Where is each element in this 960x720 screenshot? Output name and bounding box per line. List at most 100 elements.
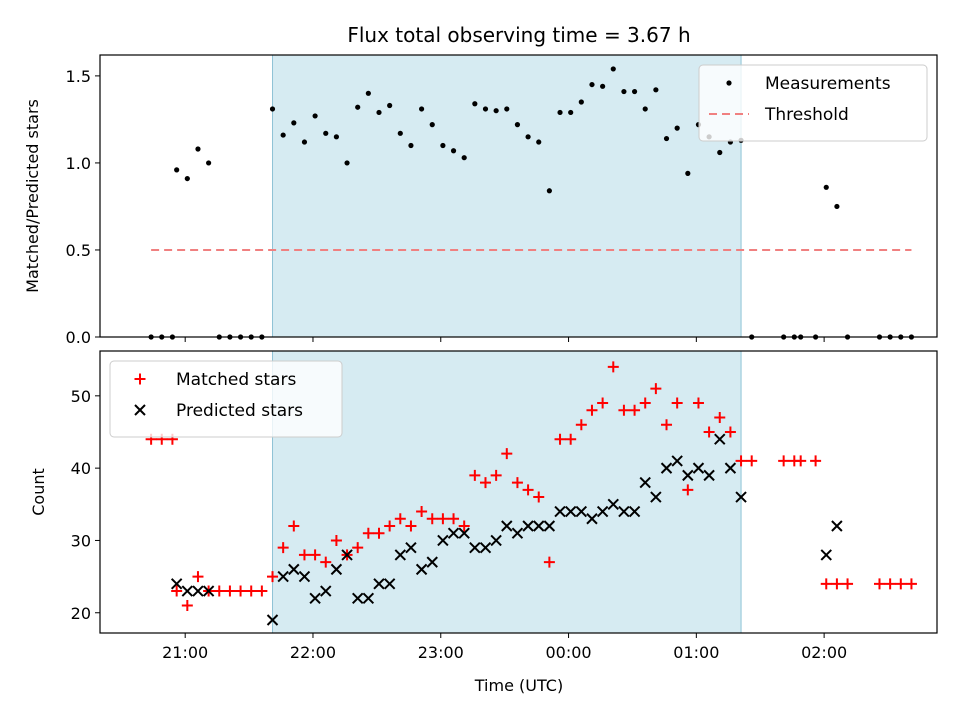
matched-star-marker	[384, 520, 396, 532]
measurement-point	[642, 106, 648, 112]
x-axis-label: Time (UTC)	[474, 676, 563, 695]
measurement-point	[429, 122, 435, 128]
series-measurements	[148, 66, 915, 340]
matched-star-marker	[501, 448, 513, 460]
measurement-point	[610, 66, 616, 72]
predicted-star-marker	[628, 505, 641, 518]
matched-star-marker	[224, 585, 236, 597]
x-tick-label: 21:00	[162, 643, 208, 662]
predicted-star-marker	[607, 498, 619, 510]
matched-star-marker	[607, 361, 619, 373]
chart-title: Flux total observing time = 3.67 h	[347, 23, 690, 47]
predicted-star-marker	[415, 563, 428, 576]
matched-star-marker	[724, 426, 736, 438]
y-tick-label: 50	[71, 387, 91, 406]
predicted-star-marker	[192, 585, 204, 597]
series-predicted-stars	[170, 433, 843, 626]
matched-star-marker	[565, 433, 577, 445]
predicted-star-marker	[383, 578, 396, 590]
measurement-point	[685, 170, 691, 176]
measurement-point	[557, 109, 563, 116]
measurement-point	[834, 203, 840, 210]
measurement-point	[387, 102, 393, 109]
matched-star-marker	[362, 527, 374, 539]
measurement-point	[291, 120, 297, 126]
x-tick-label: 22:00	[290, 643, 336, 662]
predicted-star-marker	[373, 578, 385, 590]
measurement-point	[482, 106, 489, 112]
measurement-point	[674, 125, 680, 131]
bottom-panel: 20 30 40 50 21:00 22:00 23:00 00:00 01:00 02:00 Ma…	[71, 350, 938, 662]
matched-star-marker	[884, 578, 896, 590]
matched-star-marker	[554, 433, 566, 445]
matched-star-marker	[714, 412, 726, 424]
y-tick-label: 0.0	[66, 328, 91, 347]
legend-measurement-swatch	[726, 80, 732, 86]
matched-star-marker	[778, 455, 790, 467]
matched-star-marker	[671, 397, 683, 409]
matched-star-marker	[490, 469, 502, 481]
matched-star-marker	[692, 397, 704, 409]
matched-star-marker	[629, 404, 641, 416]
predicted-star-marker	[437, 534, 449, 547]
matched-star-marker	[458, 520, 470, 532]
measurement-point	[450, 148, 457, 154]
measurement-point	[504, 106, 510, 112]
predicted-star-marker	[288, 563, 300, 576]
predicted-star-marker	[671, 455, 683, 467]
predicted-star-marker	[735, 491, 747, 503]
predicted-star-marker	[820, 549, 832, 561]
measurement-point	[397, 130, 403, 136]
measurement-point	[663, 135, 670, 142]
predicted-star-marker	[724, 462, 737, 474]
predicted-star-marker	[703, 469, 715, 482]
predicted-star-marker	[320, 585, 332, 597]
matched-star-marker	[267, 571, 279, 583]
matched-star-marker	[405, 520, 417, 532]
matched-star-marker	[416, 506, 428, 518]
predicted-star-marker	[639, 476, 651, 489]
legend-box	[698, 64, 928, 142]
matched-star-marker	[661, 419, 673, 431]
legend-predicted-swatch	[134, 404, 146, 416]
legend-box	[109, 360, 343, 438]
measurement-point	[717, 149, 723, 156]
measurement-point	[568, 109, 574, 116]
predicted-star-marker	[831, 520, 843, 532]
matched-star-marker	[277, 542, 289, 554]
measurement-point	[312, 113, 318, 119]
measurement-point	[440, 142, 446, 149]
predicted-star-marker	[181, 585, 194, 597]
matched-star-marker	[448, 513, 460, 525]
matched-star-marker	[682, 484, 694, 496]
predicted-star-marker	[277, 570, 289, 583]
measurement-point	[461, 155, 467, 161]
predicted-star-marker	[330, 563, 343, 576]
measurement-point	[631, 88, 638, 95]
bottom-y-axis-label: Count	[29, 468, 48, 516]
observing-window-shade	[272, 54, 742, 338]
predicted-star-marker	[650, 491, 662, 503]
series-matched-stars	[145, 361, 917, 612]
measurement-point	[206, 160, 212, 166]
top-panel: 0.0 0.5 1.0 1.5 Measurements Threshold	[66, 54, 938, 347]
matched-star-marker	[795, 455, 807, 467]
predicted-star-marker	[575, 505, 588, 518]
matched-star-marker	[543, 556, 555, 568]
predicted-star-marker	[447, 527, 460, 539]
legend-entry-label: Measurements	[765, 74, 891, 94]
measurement-point	[514, 122, 521, 128]
matched-star-marker	[639, 397, 651, 409]
measurement-point	[195, 146, 201, 152]
legend-entry-label: Matched stars	[176, 370, 296, 390]
measurement-point	[525, 134, 531, 140]
matched-star-marker	[511, 477, 523, 489]
predicted-star-marker	[586, 513, 598, 525]
x-tick-label: 00:00	[545, 643, 591, 662]
matched-star-marker	[810, 455, 822, 467]
measurement-point	[546, 188, 552, 194]
matched-star-marker	[394, 513, 406, 525]
legend: Matched stars Predicted stars	[109, 360, 343, 438]
matched-star-marker	[352, 542, 364, 554]
